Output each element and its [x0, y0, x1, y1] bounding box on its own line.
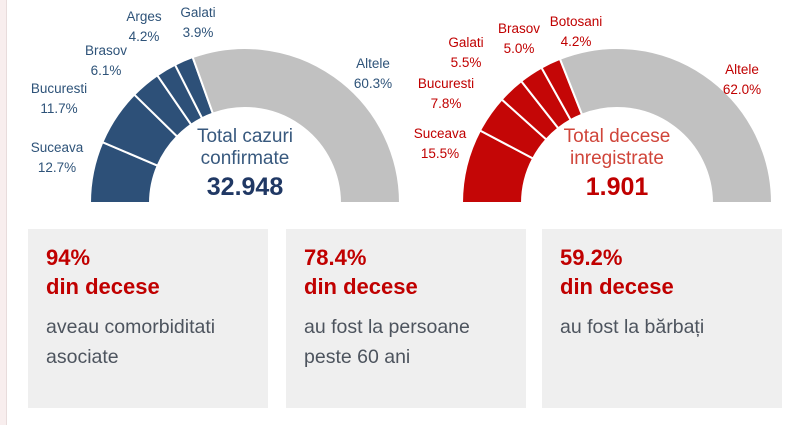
deaths-label-altele: Altele 62.0%: [694, 60, 790, 99]
slice-name: Galati: [180, 5, 216, 20]
slice-pct: 4.2%: [560, 33, 592, 49]
stat-body: au fost la bărbați: [560, 316, 705, 338]
stat-headline: 94%: [46, 245, 91, 270]
deaths-label-brasov: Brasov 5.0%: [471, 19, 567, 58]
cases-label-altele: Altele 60.3%: [325, 54, 421, 93]
deaths-label-suceava: Suceava 15.5%: [392, 124, 488, 163]
stat-card-men: 59.2% din decese au fost la bărbați: [542, 229, 782, 408]
slice-pct: 5.0%: [503, 40, 535, 56]
slice-name: Altele: [725, 62, 759, 77]
slice-pct: 11.7%: [40, 100, 78, 116]
deaths-total-value: 1.901: [585, 173, 649, 201]
slice-name: Bucuresti: [417, 76, 475, 91]
slice-pct: 7.8%: [430, 95, 462, 111]
slice-pct: 3.9%: [182, 24, 214, 40]
slice-pct: 62.0%: [722, 81, 762, 97]
donut-slice-altele: [558, 47, 774, 204]
cases-center-title-line1: Total cazuri: [196, 126, 294, 147]
slice-name: Bucuresti: [30, 81, 88, 96]
slice-pct: 4.2%: [128, 28, 160, 44]
slice-name: Arges: [126, 9, 162, 24]
stat-body: aveau comorbiditati asociate: [46, 316, 216, 368]
stat-body: au fost la persoane peste 60 ani: [304, 316, 470, 368]
stat-subhead: din decese: [560, 274, 674, 299]
cases-label-bucuresti: Bucuresti 11.7%: [11, 79, 107, 118]
page-left-strip: [0, 0, 7, 425]
slice-name: Altele: [356, 56, 390, 71]
slice-pct: 6.1%: [90, 62, 122, 78]
cases-center-title-line2: confirmate: [200, 148, 290, 169]
deaths-donut-chart: [460, 47, 774, 204]
cases-center-text: Total cazuri confirmate 32.948: [160, 126, 330, 202]
cases-label-suceava: Suceava 12.7%: [9, 138, 105, 177]
cases-donut-chart: [88, 47, 402, 204]
slice-pct: 60.3%: [353, 75, 393, 91]
slice-name: Brasov: [84, 43, 128, 58]
stat-headline: 78.4%: [304, 245, 367, 270]
stat-card-comorbidities: 94% din decese aveau comorbiditati asoci…: [28, 229, 268, 408]
slice-name: Botosani: [549, 14, 603, 29]
stat-subhead: din decese: [46, 274, 160, 299]
slice-name: Galati: [448, 35, 484, 50]
cases-label-brasov: Brasov 6.1%: [58, 41, 154, 80]
slice-pct: 15.5%: [420, 145, 460, 161]
slice-pct: 5.5%: [450, 54, 482, 70]
slice-name: Suceava: [413, 126, 467, 141]
cases-label-arges: Arges 4.2%: [96, 7, 192, 46]
deaths-label-galati: Galati 5.5%: [418, 33, 514, 72]
stat-card-over-60: 78.4% din decese au fost la persoane pes…: [286, 229, 526, 408]
stat-subhead: din decese: [304, 274, 418, 299]
stat-headline: 59.2%: [560, 245, 623, 270]
slice-name: Suceava: [30, 140, 84, 155]
deaths-label-bucuresti: Bucuresti 7.8%: [398, 74, 494, 113]
slice-pct: 12.7%: [37, 159, 77, 175]
donut-slice-altele: [191, 47, 402, 204]
deaths-center-text: Total decese inregistrate 1.901: [532, 126, 702, 202]
cases-label-galati: Galati 3.9%: [150, 3, 246, 42]
slice-name: Brasov: [497, 21, 541, 36]
deaths-label-botosani: Botosani 4.2%: [528, 12, 624, 51]
cases-total-value: 32.948: [206, 173, 284, 201]
deaths-center-title-line2: inregistrate: [570, 148, 664, 169]
deaths-center-title-line1: Total decese: [563, 126, 671, 147]
